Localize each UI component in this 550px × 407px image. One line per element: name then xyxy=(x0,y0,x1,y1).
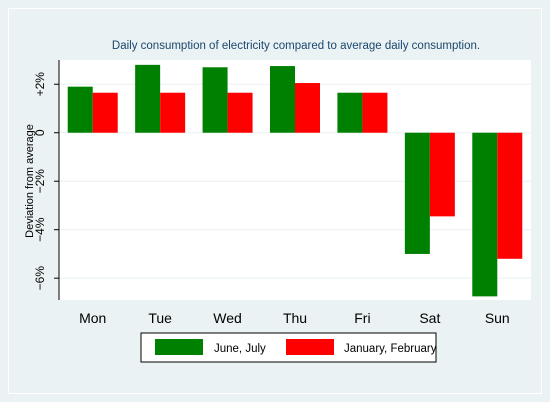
x-tick-label-tue: Tue xyxy=(148,310,172,326)
bar-thu-series-1 xyxy=(270,66,295,133)
y-axis: +2% 0 −2% −4% −6% xyxy=(33,60,60,300)
bar-sat-series-1 xyxy=(404,132,430,254)
bar-tue-series-2 xyxy=(160,92,186,133)
y-tick-label: −4% xyxy=(33,217,47,242)
bar-thu-series-2 xyxy=(295,83,320,133)
bar-mon-series-2 xyxy=(92,92,118,133)
x-axis-labels: Mon Tue Wed Thu Fri Sat Sun xyxy=(79,310,510,326)
legend-swatch-series-2 xyxy=(286,339,334,355)
y-tick-label: 0 xyxy=(33,129,47,136)
bar-wed-series-1 xyxy=(202,67,228,133)
y-tick-label: +2% xyxy=(33,72,47,97)
bar-sun-series-2 xyxy=(497,132,523,259)
bar-mon-series-1 xyxy=(67,86,93,133)
bars xyxy=(67,64,523,297)
legend-label-series-1: June, July xyxy=(214,343,266,355)
x-tick-label-sat: Sat xyxy=(419,310,440,326)
outer-border xyxy=(8,8,542,394)
legend: June, July January, February xyxy=(140,332,437,363)
bar-fri-series-2 xyxy=(362,92,388,133)
x-tick-label-wed: Wed xyxy=(213,310,242,326)
bar-sat-series-2 xyxy=(429,132,455,217)
x-tick-label-fri: Fri xyxy=(354,310,370,326)
y-tick-label: −2% xyxy=(33,169,47,194)
x-tick-label-thu: Thu xyxy=(283,310,307,326)
legend-swatch-series-1 xyxy=(155,339,203,355)
y-tick-label: −6% xyxy=(33,266,47,291)
bar-tue-series-1 xyxy=(135,64,161,133)
bar-sun-series-1 xyxy=(472,132,498,297)
bar-fri-series-1 xyxy=(337,92,363,133)
x-tick-label-sun: Sun xyxy=(485,310,510,326)
x-tick-label-mon: Mon xyxy=(79,310,106,326)
bar-wed-series-2 xyxy=(227,92,253,133)
y-axis-title: Deviation from average xyxy=(24,124,36,238)
legend-label-series-2: January, February xyxy=(344,343,437,355)
chart-title: Daily consumption of electricity compare… xyxy=(112,40,480,52)
